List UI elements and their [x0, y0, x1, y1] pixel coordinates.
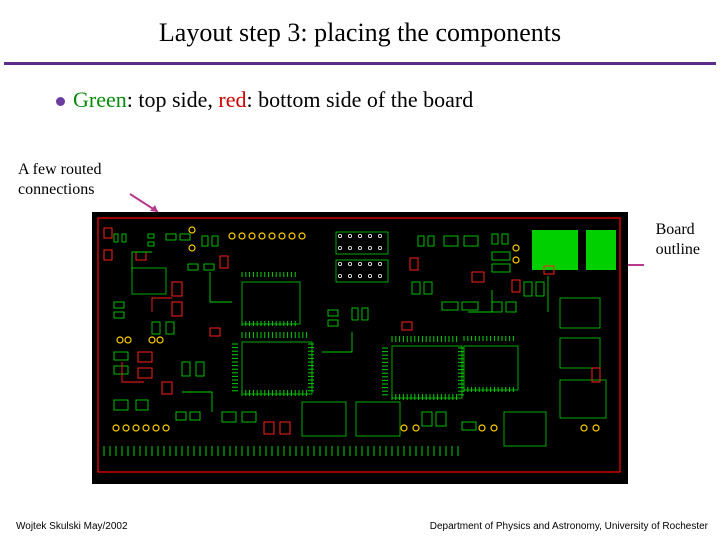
legend-text-1: : top side, — [127, 87, 219, 112]
outline-line1: Board — [656, 220, 700, 240]
note-line1: A few routed — [18, 160, 102, 180]
note-line2: connections — [18, 180, 102, 200]
outline-line2: outline — [656, 240, 700, 260]
red-label: red — [218, 87, 246, 112]
page-title: Layout step 3: placing the components — [0, 0, 720, 62]
pcb-layout-image — [92, 212, 628, 484]
green-label: Green — [73, 87, 127, 112]
pcb-svg — [92, 212, 628, 484]
routed-connections-note: A few routed connections — [18, 160, 102, 200]
board-outline-label: Board outline — [656, 220, 700, 260]
legend: Green: top side, red: bottom side of the… — [0, 65, 720, 113]
bullet-icon — [56, 97, 65, 106]
legend-text-2: : bottom side of the board — [247, 87, 474, 112]
footer-author: Wojtek Skulski May/2002 — [16, 521, 128, 532]
footer-affiliation: Department of Physics and Astronomy, Uni… — [430, 521, 708, 532]
